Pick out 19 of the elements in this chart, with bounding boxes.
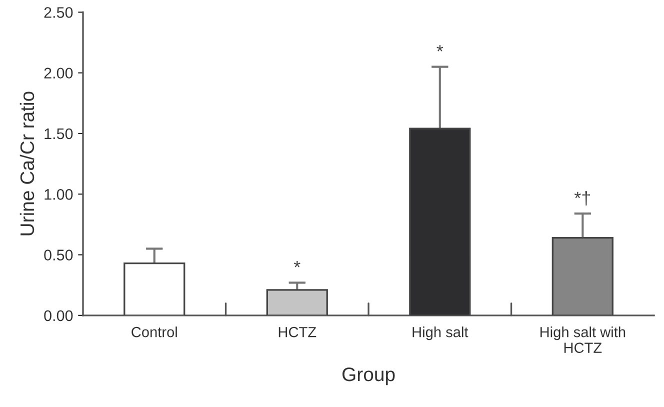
bar xyxy=(552,236,614,316)
y-tick-label: 0.00 xyxy=(44,310,73,322)
bar xyxy=(266,289,328,316)
x-tick-label: HCTZ xyxy=(278,326,316,338)
x-axis-title: Group xyxy=(342,367,395,386)
y-tick-label: 1.00 xyxy=(44,189,73,200)
y-tick-label: 0.50 xyxy=(44,250,73,260)
annotation: * xyxy=(294,260,300,268)
annotation: * xyxy=(436,45,444,52)
x-tick-label: High salt xyxy=(412,326,468,340)
y-axis-title: Urine Ca/Cr ratio xyxy=(20,92,34,236)
annotation: *† xyxy=(574,191,590,206)
x-tick-label: High salt with HCTZ xyxy=(540,326,626,353)
y-tick-label: 2.50 xyxy=(44,7,73,18)
y-tick-label: 1.50 xyxy=(44,128,73,140)
bar xyxy=(124,262,186,316)
y-tick-label: 2.00 xyxy=(44,68,73,79)
bar xyxy=(409,128,471,316)
x-tick-label: Control xyxy=(132,326,177,338)
